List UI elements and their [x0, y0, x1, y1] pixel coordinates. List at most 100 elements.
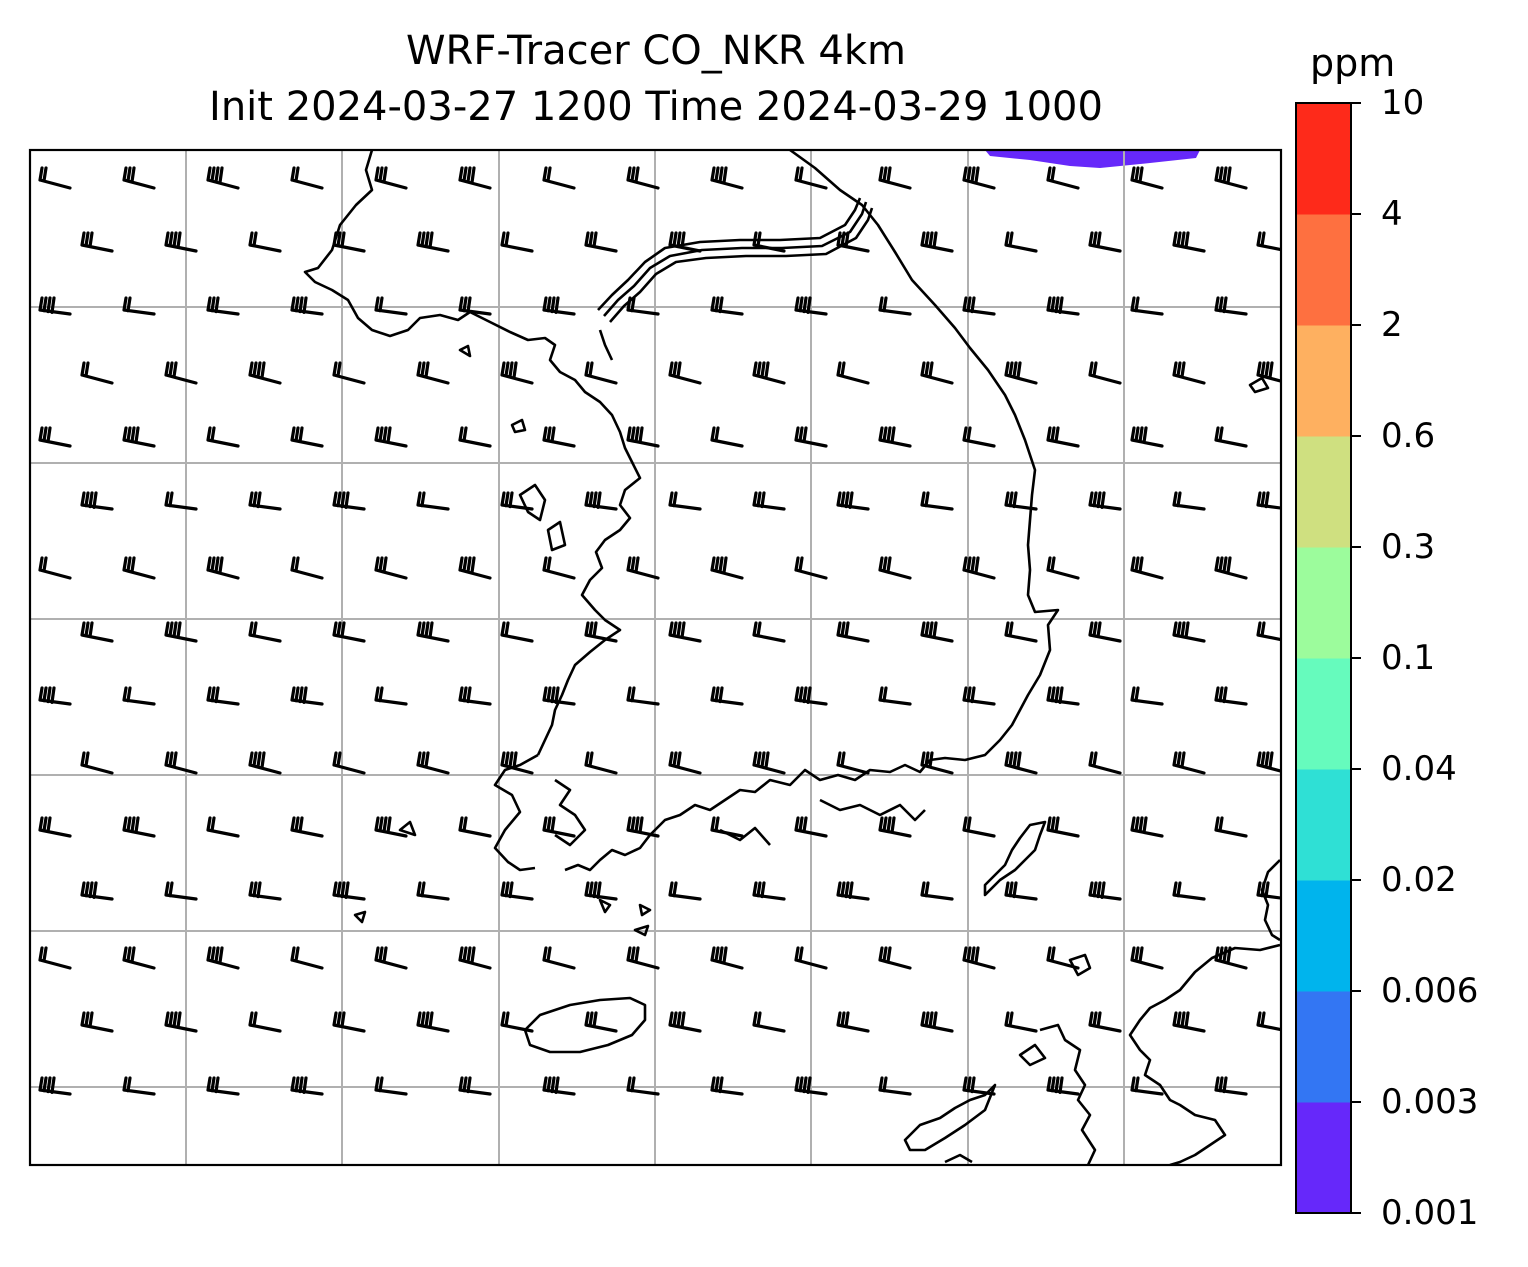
- wind-barb: [920, 881, 954, 901]
- wind-barb-shape: [290, 426, 324, 448]
- wind-barb-shape: [710, 946, 744, 970]
- wind-barb: [164, 751, 198, 775]
- colorbar-segment: [1296, 103, 1351, 215]
- wind-barb: [1088, 1011, 1122, 1033]
- wind-barb-shape: [668, 621, 702, 643]
- wind-barb-shape: [416, 621, 450, 643]
- wind-barb-shape: [122, 556, 156, 580]
- wind-barb-shape: [626, 1076, 660, 1096]
- wind-barb: [1130, 816, 1164, 838]
- wind-barb: [542, 816, 576, 838]
- wind-barb: [416, 231, 450, 253]
- wind-barb: [458, 816, 492, 838]
- wind-barb: [332, 231, 366, 253]
- wind-barb: [1004, 361, 1038, 385]
- wind-barb: [668, 621, 702, 643]
- wind-barb: [122, 1076, 156, 1096]
- wind-barb: [668, 1011, 702, 1033]
- wind-barb: [542, 426, 576, 448]
- wind-barb: [1088, 491, 1122, 511]
- wind-barb: [1172, 881, 1206, 901]
- wind-barb-shape: [542, 816, 576, 838]
- colorbar-segment: [1296, 214, 1351, 326]
- wind-barb-shape: [206, 426, 240, 448]
- wind-barb: [626, 166, 660, 190]
- wind-barb: [710, 946, 744, 970]
- wind-barb-shape: [290, 166, 324, 190]
- wind-barbs: [38, 166, 1281, 1096]
- wind-barb-shape: [164, 491, 198, 511]
- wind-barb-shape: [1256, 231, 1281, 252]
- wind-barb: [1214, 166, 1248, 190]
- wind-barb-shape: [332, 491, 366, 511]
- wind-barb-shape: [1088, 751, 1122, 775]
- wind-barb: [584, 1011, 618, 1033]
- wind-barb-shape: [878, 166, 912, 190]
- wind-barb-shape: [374, 946, 408, 970]
- co-plume-region: [985, 150, 1200, 168]
- wind-barb: [38, 816, 72, 838]
- wind-barb-shape: [80, 1011, 114, 1033]
- wind-barb-shape: [1214, 556, 1248, 580]
- wind-barb-shape: [38, 556, 72, 580]
- wind-barb-shape: [752, 361, 786, 385]
- wind-barb: [962, 296, 996, 316]
- wind-barb-shape: [542, 686, 576, 706]
- wind-barb: [164, 231, 198, 253]
- wind-barb: [458, 166, 492, 190]
- wind-barb: [164, 361, 198, 385]
- wind-barb: [290, 816, 324, 838]
- wind-barb-shape: [794, 426, 828, 448]
- wind-barb-shape: [416, 1011, 450, 1033]
- wind-barb-shape: [836, 881, 870, 901]
- wind-barb: [248, 881, 282, 901]
- wind-barb-shape: [416, 491, 450, 511]
- wind-barb: [1214, 1076, 1248, 1096]
- wind-barb-shape: [752, 881, 786, 901]
- wind-barb-shape: [500, 1011, 534, 1033]
- colorbar-segment: [1296, 658, 1351, 770]
- wind-barb-shape: [1046, 1076, 1080, 1096]
- wind-barb: [500, 621, 534, 643]
- wind-barb-shape: [962, 426, 996, 448]
- wind-barb: [332, 491, 366, 511]
- wind-barb-shape: [626, 946, 660, 970]
- colorbar-segment: [1296, 991, 1351, 1103]
- wind-barb: [38, 1076, 72, 1096]
- wind-barb: [1004, 621, 1038, 643]
- wind-barb-shape: [1256, 491, 1281, 510]
- wind-barb-shape: [1256, 881, 1281, 900]
- wind-barb: [1088, 881, 1122, 901]
- wind-barb: [836, 621, 870, 643]
- wind-barb-shape: [1088, 881, 1122, 901]
- wind-barb: [38, 686, 72, 706]
- wind-barb: [626, 946, 660, 970]
- wind-barb-shape: [836, 621, 870, 643]
- wind-barb-shape: [332, 881, 366, 901]
- wind-barb: [1046, 816, 1080, 838]
- wind-barb-shape: [626, 166, 660, 190]
- wind-barb: [668, 361, 702, 385]
- wind-barb: [206, 556, 240, 580]
- wind-barb: [962, 1076, 996, 1096]
- wind-barb: [962, 686, 996, 706]
- wind-barb: [626, 556, 660, 580]
- wind-barb: [626, 296, 660, 316]
- wind-barb: [878, 556, 912, 580]
- wind-barb-shape: [164, 751, 198, 775]
- wind-barb: [122, 816, 156, 838]
- wind-barb: [542, 556, 576, 580]
- wind-barb-shape: [1046, 946, 1080, 970]
- wind-barb: [1256, 881, 1281, 900]
- colorbar-tick-label: 0.1: [1381, 638, 1436, 678]
- wind-barb-shape: [122, 426, 156, 448]
- wind-barb-shape: [1214, 946, 1248, 970]
- wind-barb-shape: [1130, 166, 1164, 190]
- wind-barb: [248, 361, 282, 385]
- wind-barb: [122, 686, 156, 706]
- wind-barb-shape: [500, 881, 534, 901]
- wind-barb: [122, 166, 156, 190]
- wind-barb-shape: [962, 166, 996, 190]
- wind-barb: [836, 881, 870, 901]
- wind-barb: [458, 686, 492, 706]
